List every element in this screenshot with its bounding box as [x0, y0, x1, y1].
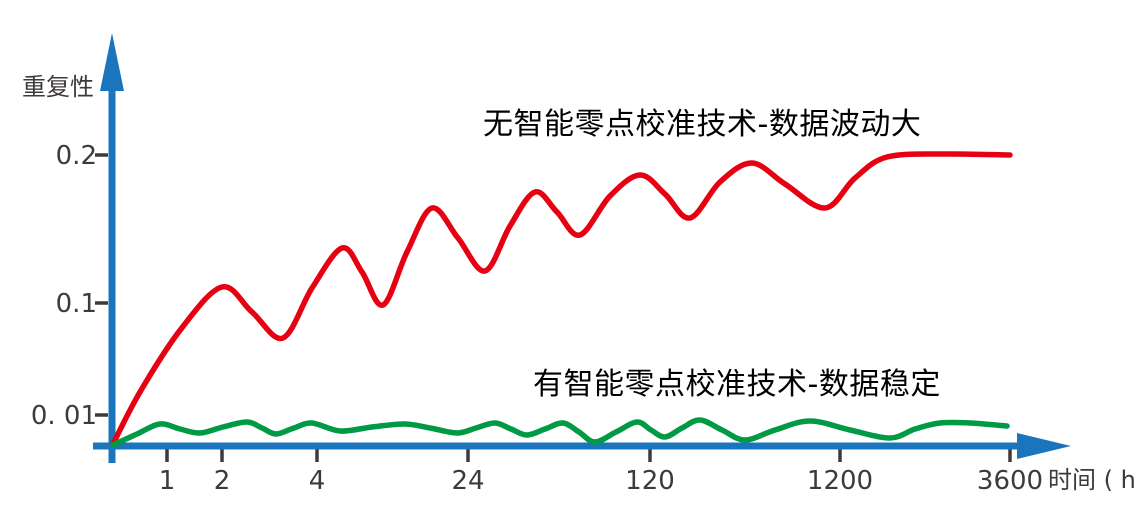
- x-tick-label: 120: [625, 466, 675, 496]
- x-axis-arrow-icon: [1017, 433, 1071, 459]
- x-axis-title: 时间 ( h ): [1048, 466, 1144, 494]
- y-tick-label: 0.1: [55, 289, 97, 319]
- green-series-annotation: 有智能零点校准技术-数据稳定: [533, 367, 941, 402]
- y-axis-arrow-icon: [100, 33, 124, 91]
- x-tick-label: 2: [213, 466, 231, 496]
- y-tick-label: 0.2: [55, 141, 97, 171]
- green-curve: [110, 417, 1010, 448]
- x-tick-label: 4: [308, 466, 326, 496]
- y-tick-label: 0. 01: [30, 401, 97, 431]
- x-tick-label: 1200: [806, 466, 874, 496]
- x-tick-label: 1: [158, 466, 176, 496]
- x-tick-label: 3600: [976, 466, 1044, 496]
- red-series-annotation: 无智能零点校准技术-数据波动大: [483, 107, 922, 142]
- y-axis-title: 重复性: [22, 73, 94, 101]
- red-curve: [110, 151, 1013, 447]
- x-tick-label: 24: [451, 466, 485, 496]
